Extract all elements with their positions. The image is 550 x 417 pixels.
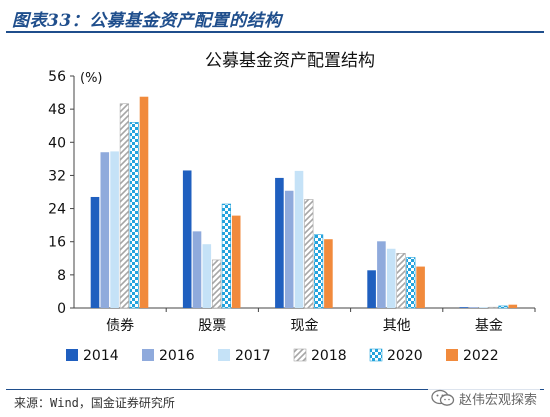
legend-label: 2022 (463, 348, 499, 364)
figure-footer: 来源：Wind，国金证券研究所 (0, 389, 550, 417)
x-tick-label: 现金 (291, 318, 319, 334)
legend-swatch-2016 (142, 349, 154, 361)
bar-2022-0 (139, 96, 149, 308)
bars (90, 96, 518, 309)
legend: 2014 2016 2017 2018 2020 2022 (66, 348, 499, 364)
legend-label: 2020 (387, 348, 423, 364)
labels: 0 8 16 24 32 40 48 56 债券 股票 现金 其他 基金 (48, 69, 503, 334)
chart-title: 公募基金资产配置结构 (205, 51, 375, 71)
bar-2022-1 (231, 215, 241, 308)
legend-swatch-2020 (369, 348, 383, 362)
legend-label: 2018 (311, 348, 347, 364)
legend-swatch-2014 (66, 349, 78, 361)
watermark: 赵伟宏观探索 (427, 387, 540, 409)
legend-label: 2016 (159, 348, 195, 364)
bar-2020-2 (313, 234, 324, 309)
bar-2020-4 (498, 305, 508, 309)
bar-2018-3 (396, 253, 406, 309)
bar-2020-1 (221, 203, 232, 309)
y-tick-label: 8 (57, 268, 66, 284)
header-divider (6, 31, 544, 33)
bar-2018-0 (119, 103, 129, 309)
bar-2016-0 (100, 152, 110, 308)
bar-2022-3 (416, 266, 425, 308)
legend-swatch-2018 (293, 348, 307, 362)
bar-2017-0 (110, 151, 119, 308)
bar-2014-0 (90, 196, 100, 308)
x-tick-label: 其他 (383, 318, 411, 334)
y-tick-label: 16 (48, 235, 66, 251)
bar-2022-2 (324, 239, 333, 308)
bar-2017-4 (479, 307, 488, 308)
bar-2017-1 (202, 244, 212, 308)
legend-label: 2014 (83, 348, 119, 364)
y-tick-label: 40 (48, 135, 66, 151)
bar-2018-2 (304, 199, 314, 309)
footer-divider (6, 389, 544, 390)
source-note: 来源：Wind，国金证券研究所 (14, 396, 175, 410)
bar-2016-2 (284, 190, 294, 308)
x-tick-label: 基金 (475, 317, 503, 334)
y-tick-label: 0 (57, 301, 66, 317)
y-tick-label: 32 (48, 168, 66, 184)
y-tick-label: 48 (48, 102, 66, 118)
y-tick-label: 56 (48, 69, 66, 85)
legend-swatch-2017 (218, 349, 230, 361)
bar-2014-3 (367, 270, 376, 308)
bar-2020-0 (129, 122, 139, 309)
bar-2018-4 (488, 306, 498, 309)
bar-2014-4 (459, 307, 469, 308)
wechat-icon (431, 389, 455, 406)
watermark-text: 赵伟宏观探索 (458, 392, 537, 408)
y-axis-unit: (%) (80, 71, 103, 86)
bar-2016-1 (192, 231, 202, 308)
legend-swatch-2022 (446, 349, 458, 361)
axes (70, 75, 536, 312)
figure-title: 图表33：公募基金资产配置的结构 (12, 11, 282, 31)
bar-2016-4 (469, 307, 478, 308)
bar-2017-2 (294, 170, 304, 308)
bar-2022-4 (508, 304, 518, 308)
x-tick-label: 股票 (198, 318, 226, 334)
bar-2018-1 (212, 259, 222, 309)
figure-header: 图表33：公募基金资产配置的结构 (0, 0, 550, 34)
y-tick-label: 24 (48, 202, 66, 218)
bar-2016-3 (377, 241, 386, 308)
legend-label: 2017 (235, 348, 271, 364)
bar-2017-3 (386, 248, 396, 308)
bar-2014-1 (182, 170, 192, 308)
bar-2020-3 (406, 257, 416, 309)
bar-2014-2 (275, 177, 284, 308)
x-tick-label: 债券 (106, 318, 134, 334)
